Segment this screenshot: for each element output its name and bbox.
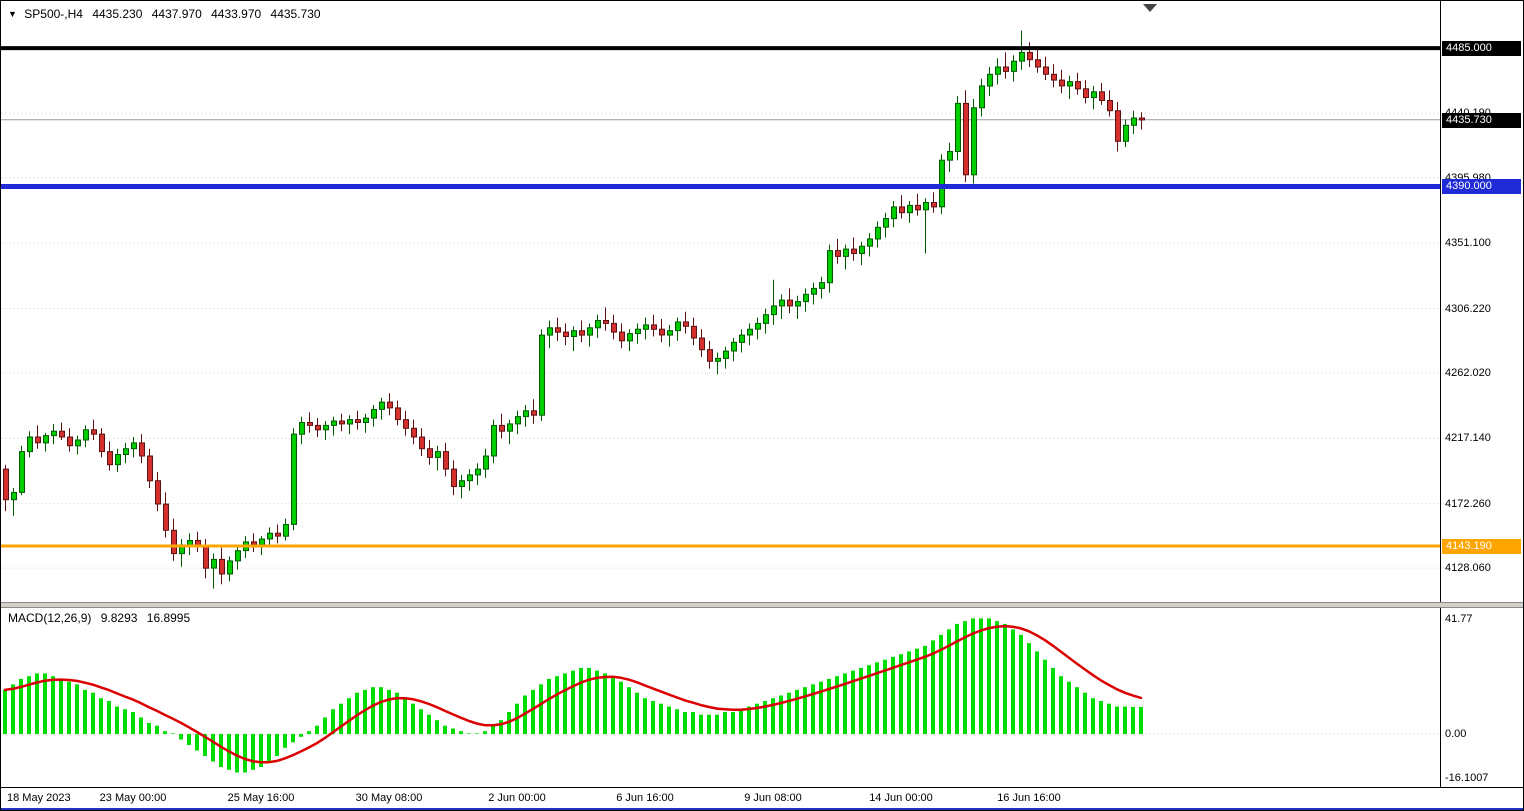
price-axis-label: 4128.060 [1445,562,1491,574]
price-axis-label: 4306.220 [1445,303,1491,315]
price-badge: 4390.000 [1442,179,1521,194]
price-axis-label: 4262.020 [1445,367,1491,379]
time-axis-label: 6 Jun 16:00 [616,792,674,804]
ohlc-open: 4435.230 [92,7,143,21]
price-axis-label: 4351.100 [1445,237,1491,249]
macd-indicator-label: MACD(12,26,9) [8,611,92,625]
time-axis-label: 23 May 00:00 [99,792,167,804]
price-chart-panel[interactable]: ▼ SP500-,H4 4435.230 4437.970 4433.970 4… [1,1,1440,602]
symbol-info-bar: ▼ SP500-,H4 4435.230 4437.970 4433.970 4… [8,7,327,21]
macd-info-bar: MACD(12,26,9) 9.8293 16.8995 [8,611,196,625]
time-axis-label: 16 Jun 16:00 [997,792,1061,804]
macd-signal-value: 16.8995 [146,611,191,625]
price-axis[interactable]: 4440.1904395.9804351.1004306.2204262.020… [1440,1,1523,602]
price-badge: 4485.000 [1442,41,1521,56]
macd-signal-line [3,624,1143,764]
symbol-dropdown-icon[interactable]: ▼ [8,9,17,19]
time-axis-label: 2 Jun 00:00 [488,792,546,804]
time-axis[interactable]: 18 May 2023 23 May 00:00 25 May 16:00 30 Ma… [1,787,1523,809]
time-axis-label: 18 May 2023 [7,792,71,804]
macd-axis-label: 0.00 [1445,728,1467,740]
price-chart-canvas[interactable] [1,1,1440,602]
macd-histogram [3,618,1143,773]
time-axis-label: 30 May 08:00 [355,792,423,804]
price-axis-label: 4217.140 [1445,432,1491,444]
time-axis-label: 9 Jun 08:00 [744,792,802,804]
price-badge: 4143.190 [1442,539,1521,554]
symbol-title: SP500-,H4 [24,7,83,21]
macd-panel[interactable]: MACD(12,26,9) 9.8293 16.8995 [1,608,1440,787]
time-axis-label: 14 Jun 00:00 [869,792,933,804]
macd-canvas[interactable] [1,608,1440,787]
time-axis-label: 25 May 16:00 [227,792,295,804]
candles-layer [3,30,1145,589]
price-axis-label: 4172.260 [1445,498,1491,510]
ohlc-high: 4437.970 [151,7,202,21]
ohlc-low: 4433.970 [211,7,262,21]
window-bottom-bar [1,808,1523,810]
macd-axis-label: -16.1007 [1445,772,1489,784]
macd-axis-label: 41.77 [1445,613,1473,625]
macd-axis[interactable]: 41.77 0.00 -16.1007 [1440,608,1523,787]
ohlc-close: 4435.730 [270,7,321,21]
price-badge: 4435.730 [1442,113,1521,128]
chart-shift-marker-icon[interactable] [1143,4,1157,12]
panel-divider[interactable] [1,602,1523,608]
macd-main-value: 9.8293 [100,611,138,625]
price-gridlines [1,112,1440,569]
